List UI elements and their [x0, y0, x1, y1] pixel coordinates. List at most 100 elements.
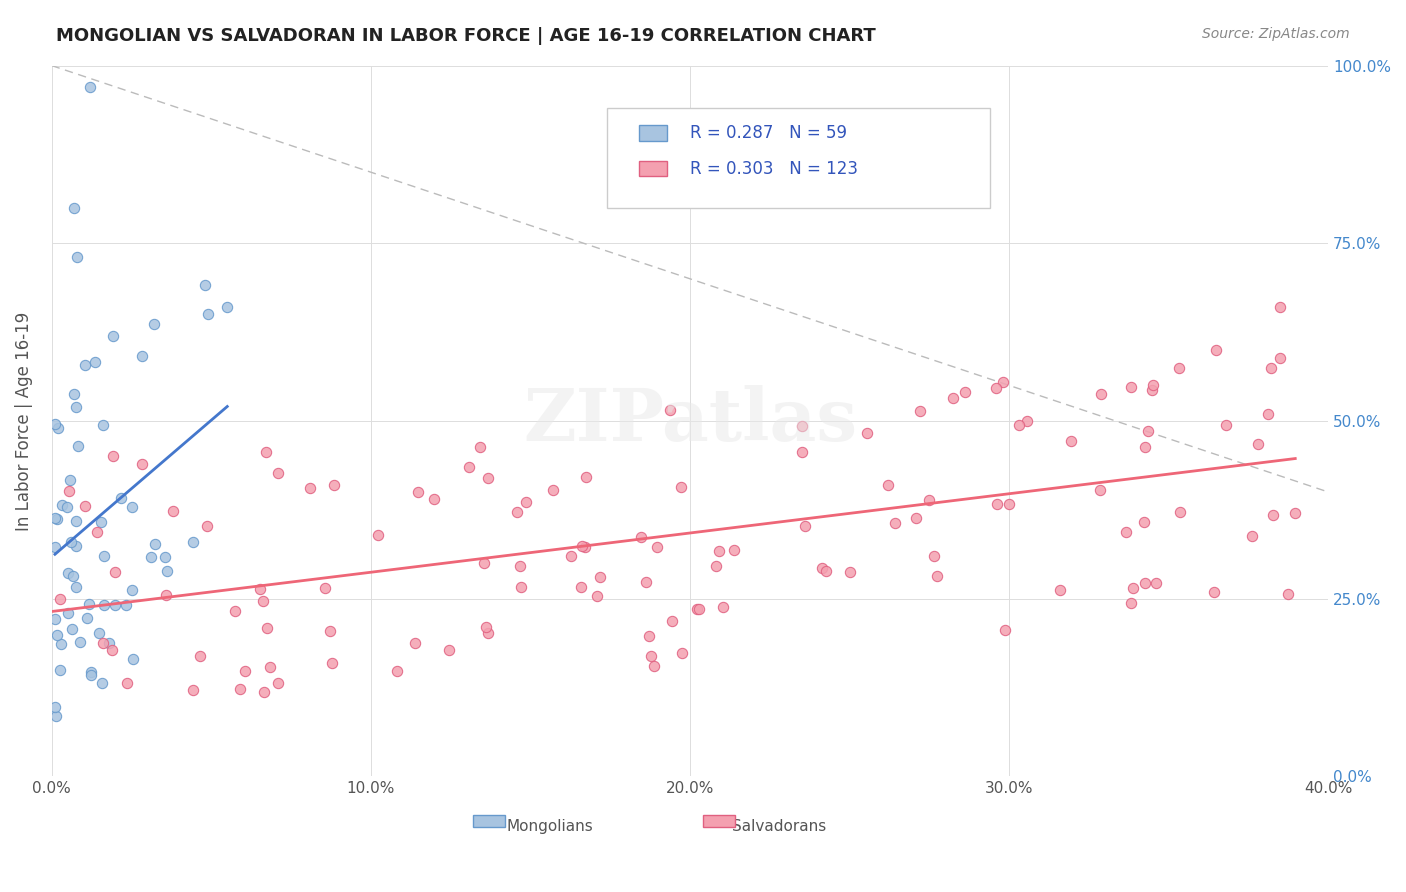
Point: [84, 355, 107, 369]
FancyBboxPatch shape: [472, 814, 505, 828]
FancyBboxPatch shape: [638, 125, 666, 141]
Point: [1168, 505, 1191, 519]
Point: [181, 682, 204, 697]
Point: [229, 681, 252, 696]
Point: [1168, 360, 1191, 375]
Point: [1142, 378, 1164, 392]
FancyBboxPatch shape: [703, 814, 734, 828]
Point: [80, 665, 103, 680]
Point: [506, 505, 529, 519]
Point: [139, 549, 162, 564]
Point: [131, 457, 153, 471]
Point: [44, 612, 66, 626]
Point: [267, 467, 290, 481]
Point: [643, 658, 665, 673]
Point: [190, 649, 212, 664]
Point: [1277, 587, 1299, 601]
Point: [1133, 575, 1156, 590]
Point: [1257, 407, 1279, 421]
Point: [1261, 508, 1284, 522]
Point: [314, 581, 336, 595]
Point: [58, 483, 80, 498]
Point: [942, 392, 965, 406]
Point: [252, 594, 274, 608]
Point: [472, 556, 495, 570]
Point: [197, 307, 219, 321]
Point: [91, 635, 114, 649]
Text: ZIPatlas: ZIPatlas: [523, 385, 858, 457]
Point: [814, 564, 837, 578]
Point: [142, 317, 165, 331]
Point: [1133, 440, 1156, 454]
Point: [793, 519, 815, 533]
Point: [65, 515, 87, 529]
Point: [1215, 418, 1237, 433]
Point: [69, 634, 91, 648]
Point: [254, 444, 277, 458]
Point: [477, 625, 499, 640]
Point: [267, 675, 290, 690]
Text: Salvadorans: Salvadorans: [733, 819, 827, 834]
Point: [1015, 414, 1038, 428]
Point: [998, 497, 1021, 511]
Point: [953, 384, 976, 399]
Point: [58, 607, 80, 621]
Point: [1115, 525, 1137, 540]
Point: [404, 636, 426, 650]
Point: [647, 541, 669, 555]
Point: [46, 628, 69, 642]
Point: [671, 479, 693, 493]
Point: [103, 450, 125, 464]
Point: [367, 528, 389, 542]
Point: [509, 580, 531, 594]
Point: [79, 597, 101, 611]
Point: [322, 477, 344, 491]
Point: [1090, 386, 1112, 401]
FancyBboxPatch shape: [638, 161, 666, 177]
Point: [509, 559, 531, 574]
Point: [86, 525, 108, 540]
Point: [51, 498, 73, 512]
Point: [121, 582, 143, 597]
Point: [925, 569, 948, 583]
Point: [56, 566, 79, 580]
Point: [101, 329, 124, 343]
Point: [44, 417, 66, 431]
Point: [475, 620, 498, 634]
Point: [810, 561, 832, 575]
Point: [104, 565, 127, 579]
Point: [1008, 418, 1031, 433]
Point: [571, 580, 593, 594]
Point: [110, 491, 132, 505]
Point: [217, 300, 239, 314]
Point: [1268, 351, 1291, 366]
Point: [1121, 379, 1143, 393]
Point: [704, 558, 727, 573]
Point: [65, 580, 87, 594]
Point: [45, 709, 67, 723]
Point: [1122, 581, 1144, 595]
Point: [93, 599, 115, 613]
Point: [75, 358, 97, 372]
Point: [1121, 596, 1143, 610]
Point: [224, 604, 246, 618]
Point: [1284, 507, 1306, 521]
Point: [44, 700, 66, 714]
Point: [58, 473, 80, 487]
Point: [515, 495, 537, 509]
Text: R = 0.303   N = 123: R = 0.303 N = 123: [690, 160, 858, 178]
Point: [66, 251, 89, 265]
Point: [66, 438, 89, 452]
Point: [904, 511, 927, 525]
Point: [195, 518, 218, 533]
Point: [1241, 529, 1264, 543]
Point: [839, 565, 862, 579]
Point: [48, 663, 70, 677]
Point: [1144, 576, 1167, 591]
Point: [688, 602, 710, 616]
Point: [319, 624, 342, 638]
Text: MONGOLIAN VS SALVADORAN IN LABOR FORCE | AGE 16-19 CORRELATION CHART: MONGOLIAN VS SALVADORAN IN LABOR FORCE |…: [56, 27, 876, 45]
Point: [143, 537, 166, 551]
Point: [49, 591, 72, 606]
Point: [156, 564, 179, 578]
